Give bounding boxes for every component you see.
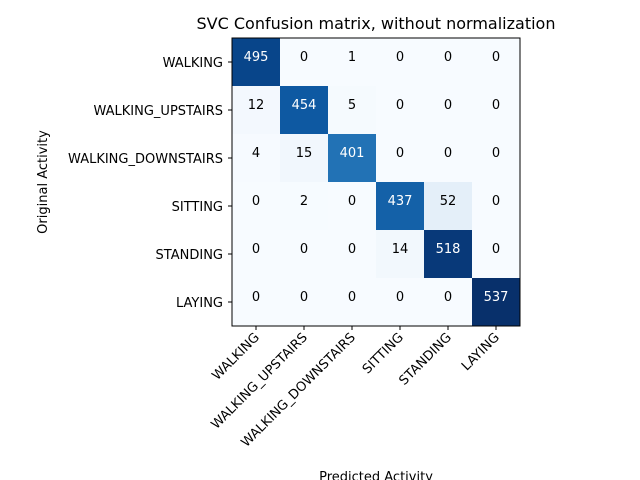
- heatmap-cell: [328, 38, 376, 86]
- y-axis-label: Original Activity: [36, 130, 51, 234]
- heatmap-cell: [280, 182, 328, 230]
- heatmap-cell: [280, 134, 328, 182]
- cell-value-label: 495: [244, 50, 269, 65]
- heatmap-cell: [472, 38, 520, 86]
- x-tick-label: SITTING: [360, 330, 407, 377]
- heatmap-cell: [232, 278, 280, 326]
- cell-value-label: 518: [436, 242, 461, 257]
- y-tick-label: SITTING: [172, 200, 223, 215]
- heatmap-cell: [328, 278, 376, 326]
- heatmap-cell: [472, 278, 520, 326]
- heatmap-cell: [280, 278, 328, 326]
- heatmap-cell: [328, 86, 376, 134]
- heatmap-cell: [424, 86, 472, 134]
- heatmap-cell: [424, 278, 472, 326]
- heatmap-cell: [376, 86, 424, 134]
- y-tick-label: WALKING_UPSTAIRS: [94, 104, 224, 119]
- cell-value-label: 2: [300, 194, 308, 209]
- y-tick-label: STANDING: [156, 248, 223, 263]
- heatmap-cell: [376, 182, 424, 230]
- cell-value-label: 0: [348, 242, 356, 257]
- cell-value-label: 454: [292, 98, 317, 113]
- cell-value-label: 0: [300, 290, 308, 305]
- heatmap-cell: [472, 182, 520, 230]
- cell-value-label: 0: [252, 242, 260, 257]
- cell-value-label: 1: [348, 50, 356, 65]
- cell-value-label: 4: [252, 146, 260, 161]
- cell-value-label: 0: [300, 50, 308, 65]
- heatmap-cell: [280, 38, 328, 86]
- cell-value-label: 537: [484, 290, 509, 305]
- cell-value-label: 0: [444, 146, 452, 161]
- cell-value-label: 0: [492, 50, 500, 65]
- x-tick-label: STANDING: [397, 330, 455, 388]
- y-tick-label: WALKING: [163, 56, 223, 71]
- y-tick-label: WALKING_DOWNSTAIRS: [68, 152, 223, 167]
- heatmap-cell: [232, 38, 280, 86]
- cell-value-label: 0: [492, 146, 500, 161]
- heatmap-cell: [232, 134, 280, 182]
- cell-value-label: 0: [252, 194, 260, 209]
- heatmap-cell: [472, 86, 520, 134]
- cell-value-label: 401: [340, 146, 365, 161]
- heatmap-cell: [376, 230, 424, 278]
- heatmap-cell: [376, 38, 424, 86]
- cell-value-label: 0: [348, 290, 356, 305]
- x-tick-label: LAYING: [459, 330, 503, 374]
- cell-value-label: 0: [396, 98, 404, 113]
- cell-value-label: 0: [348, 194, 356, 209]
- heatmap-cells: [232, 38, 520, 326]
- cell-value-label: 0: [444, 50, 452, 65]
- heatmap-cell: [424, 38, 472, 86]
- heatmap-cell-labels: 495 0 1 0 0 0 12 454 5 0 0 0 4 15 401 0 0 0 0 2 0 437 52 0 0 0 0 14…: [244, 50, 509, 305]
- y-axis-ticks: WALKING WALKING_UPSTAIRS WALKING_DOWNSTAIR…: [68, 56, 232, 311]
- cell-value-label: 5: [348, 98, 356, 113]
- heatmap-cell: [328, 182, 376, 230]
- cell-value-label: 0: [444, 290, 452, 305]
- x-axis-label: Predicted Activity: [319, 470, 433, 480]
- y-tick-label: LAYING: [176, 296, 223, 311]
- heatmap-cell: [232, 86, 280, 134]
- plot-frame: [231, 37, 521, 327]
- cell-value-label: 0: [396, 50, 404, 65]
- cell-value-label: 0: [396, 146, 404, 161]
- heatmap-cell: [232, 182, 280, 230]
- heatmap-cell: [280, 86, 328, 134]
- heatmap-cell: [424, 182, 472, 230]
- heatmap-cell: [424, 134, 472, 182]
- chart-title: SVC Confusion matrix, without normalizat…: [197, 14, 556, 33]
- cell-value-label: 52: [440, 194, 457, 209]
- heatmap-cell: [328, 230, 376, 278]
- x-axis-ticks: WALKINGWALKING_UPSTAIRSWALKING_DOWNSTAIR…: [209, 326, 503, 450]
- cell-value-label: 15: [296, 146, 313, 161]
- cell-value-label: 0: [492, 242, 500, 257]
- cell-value-label: 437: [388, 194, 413, 209]
- cell-value-label: 0: [396, 290, 404, 305]
- cell-value-label: 0: [492, 98, 500, 113]
- heatmap-cell: [376, 134, 424, 182]
- cell-value-label: 12: [248, 98, 265, 113]
- heatmap-cell: [328, 134, 376, 182]
- cell-value-label: 0: [252, 290, 260, 305]
- cell-value-label: 0: [492, 194, 500, 209]
- cell-value-label: 14: [392, 242, 409, 257]
- heatmap-cell: [472, 134, 520, 182]
- heatmap-cell: [232, 230, 280, 278]
- heatmap-cell: [472, 230, 520, 278]
- heatmap-cell: [280, 230, 328, 278]
- heatmap-cell: [424, 230, 472, 278]
- cell-value-label: 0: [300, 242, 308, 257]
- cell-value-label: 0: [444, 98, 452, 113]
- x-tick-label: WALKING_UPSTAIRS: [209, 330, 311, 432]
- heatmap-cell: [376, 278, 424, 326]
